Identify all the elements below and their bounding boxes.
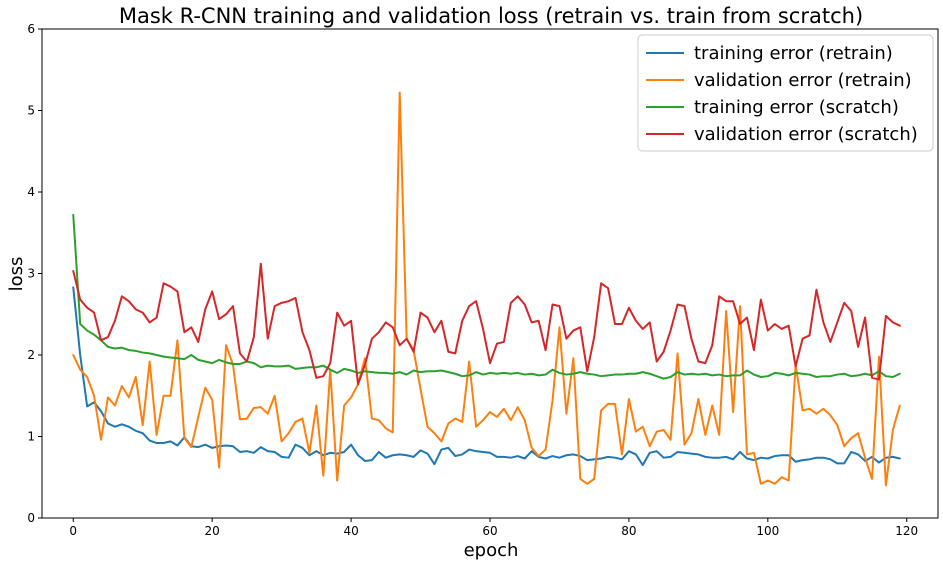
x-tick-label: 20	[205, 524, 220, 538]
x-tick-label: 100	[756, 524, 779, 538]
axes-layer: 0 20 40 60 80 100 120 0 1 2 3 4 5 6	[27, 22, 939, 538]
legend-entry-4: validation error (scratch)	[694, 124, 918, 145]
x-tick-label: 60	[482, 524, 497, 538]
series-line-4	[72, 262, 901, 386]
x-tick-label: 40	[343, 524, 358, 538]
y-tick-label: 5	[27, 104, 35, 118]
x-tick-label: 0	[69, 524, 77, 538]
y-tick-label: 0	[27, 511, 35, 525]
legend-entry-2: validation error (retrain)	[694, 70, 912, 91]
y-tick-label: 4	[27, 185, 35, 199]
x-tick-label: 80	[621, 524, 636, 538]
y-tick-label: 1	[27, 430, 35, 444]
series-line-2	[72, 91, 901, 487]
series-line-3	[72, 213, 901, 380]
legend: training error (retrain) validation error…	[637, 34, 934, 152]
y-tick-label: 6	[27, 22, 35, 36]
y-tick-label: 2	[27, 348, 35, 362]
series-layer	[72, 91, 901, 487]
y-axis-label: loss	[6, 257, 27, 292]
y-tick-label: 3	[27, 267, 35, 281]
legend-entry-3: training error (scratch)	[694, 97, 899, 118]
chart-title: Mask R-CNN training and validation loss …	[119, 4, 863, 28]
x-tick-label: 120	[895, 524, 918, 538]
legend-box	[637, 34, 934, 152]
x-axis-label: epoch	[464, 540, 519, 561]
series-line-1	[72, 286, 901, 467]
legend-entry-1: training error (retrain)	[694, 43, 893, 64]
